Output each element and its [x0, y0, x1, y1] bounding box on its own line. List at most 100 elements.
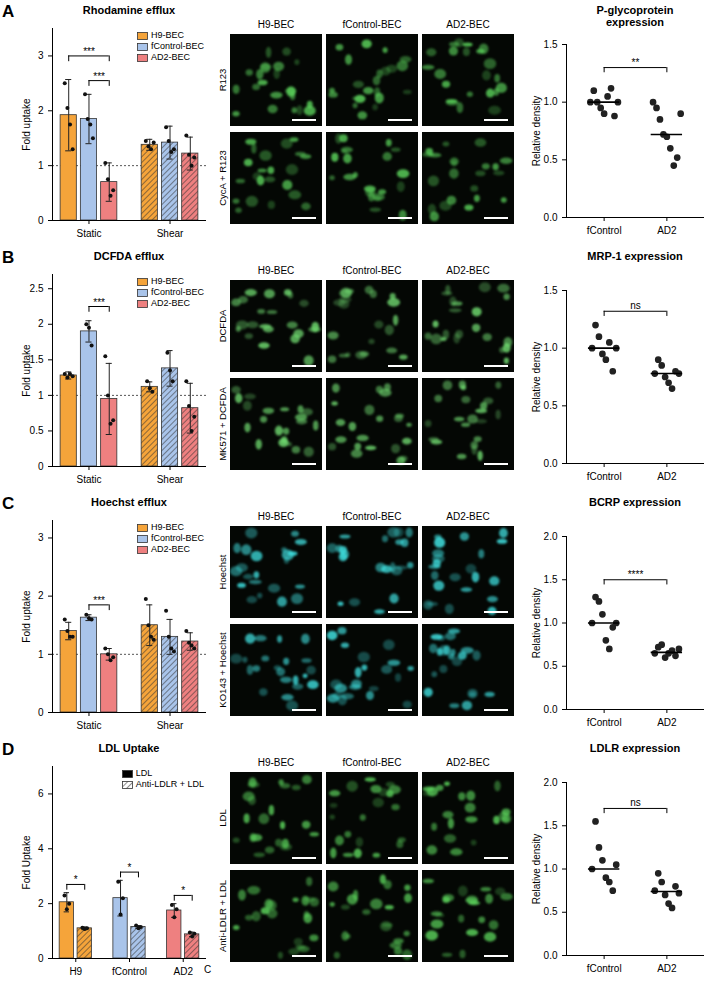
- svg-text:Relative density: Relative density: [531, 96, 542, 167]
- svg-text:Static: Static: [76, 720, 101, 731]
- svg-text:2: 2: [38, 590, 44, 601]
- svg-text:0.0: 0.0: [544, 950, 558, 961]
- svg-text:3: 3: [38, 532, 44, 543]
- svg-text:AD2-BEC: AD2-BEC: [446, 511, 489, 522]
- html-text:C: C: [2, 494, 15, 513]
- svg-text:Static: Static: [76, 228, 101, 239]
- svg-text:R123: R123: [217, 69, 228, 92]
- svg-text:0: 0: [38, 461, 44, 472]
- svg-text:1.5: 1.5: [544, 39, 558, 50]
- svg-text:fControl: fControl: [587, 717, 622, 728]
- svg-text:***: ***: [93, 297, 105, 308]
- svg-text:ns: ns: [630, 300, 641, 311]
- svg-text:0.5: 0.5: [544, 660, 558, 671]
- svg-text:fControl-BEC: fControl-BEC: [343, 265, 402, 276]
- svg-text:1.0: 1.0: [544, 96, 558, 107]
- svg-text:AD2: AD2: [657, 225, 677, 236]
- svg-text:Hoechst: Hoechst: [217, 554, 228, 589]
- svg-text:2.5: 2.5: [30, 283, 44, 294]
- svg-text:AD2: AD2: [657, 471, 677, 482]
- svg-text:1.0: 1.0: [544, 342, 558, 353]
- html-text:B: B: [2, 248, 15, 267]
- svg-text:Relative density: Relative density: [531, 834, 542, 905]
- svg-text:1.5: 1.5: [544, 574, 558, 585]
- svg-text:0: 0: [38, 215, 44, 226]
- svg-text:*: *: [74, 874, 78, 885]
- svg-text:Shear: Shear: [157, 720, 184, 731]
- svg-text:H9-BEC: H9-BEC: [258, 511, 295, 522]
- svg-text:Fold uptake: Fold uptake: [21, 590, 32, 643]
- svg-text:H9-BEC: H9-BEC: [258, 757, 295, 768]
- svg-text:****: ****: [628, 569, 644, 580]
- svg-text:0.0: 0.0: [544, 212, 558, 223]
- svg-text:0.5: 0.5: [544, 400, 558, 411]
- svg-text:***: ***: [83, 46, 95, 57]
- html-text:P-glycoprotein expression: P-glycoprotein expression: [596, 4, 674, 28]
- svg-text:2.0: 2.0: [544, 531, 558, 542]
- html-text:Rhodamine efflux: Rhodamine efflux: [82, 4, 176, 16]
- svg-text:MK571 + DCFDA: MK571 + DCFDA: [217, 387, 228, 461]
- svg-text:**: **: [632, 57, 640, 68]
- svg-text:1.5: 1.5: [544, 285, 558, 296]
- svg-text:3: 3: [38, 50, 44, 61]
- svg-text:***: ***: [93, 595, 105, 606]
- svg-text:KO143 + Hoechst: KO143 + Hoechst: [217, 632, 228, 708]
- svg-text:1.5: 1.5: [544, 820, 558, 831]
- svg-text:Fold uptake: Fold uptake: [21, 98, 32, 151]
- svg-text:4: 4: [38, 843, 44, 854]
- svg-text:Relative density: Relative density: [531, 588, 542, 659]
- svg-text:1: 1: [38, 160, 44, 171]
- svg-text:Static: Static: [76, 474, 101, 485]
- svg-text:1: 1: [38, 649, 44, 660]
- svg-text:LDL: LDL: [217, 809, 228, 826]
- svg-text:Anti-LDLR + LDL: Anti-LDLR + LDL: [217, 880, 228, 952]
- svg-text:fControl: fControl: [112, 966, 147, 977]
- svg-text:fControl: fControl: [587, 471, 622, 482]
- svg-text:1.0: 1.0: [544, 617, 558, 628]
- svg-text:AD2-BEC: AD2-BEC: [446, 19, 489, 30]
- svg-text:***: ***: [93, 71, 105, 82]
- svg-text:fControl: fControl: [587, 963, 622, 974]
- svg-text:1.0: 1.0: [544, 863, 558, 874]
- svg-text:0.0: 0.0: [544, 458, 558, 469]
- svg-text:fControl-BEC: fControl-BEC: [343, 19, 402, 30]
- svg-text:0.5: 0.5: [544, 906, 558, 917]
- html-text:A: A: [2, 2, 15, 21]
- svg-text:Fold uptake: Fold uptake: [21, 344, 32, 397]
- svg-text:*: *: [181, 885, 185, 896]
- svg-text:0: 0: [38, 953, 44, 964]
- svg-text:2: 2: [38, 898, 44, 909]
- svg-text:1.5: 1.5: [30, 354, 44, 365]
- svg-text:ns: ns: [630, 797, 641, 808]
- svg-text:DCFDA: DCFDA: [217, 309, 228, 342]
- html-text:MRP-1 expression: MRP-1 expression: [587, 250, 683, 262]
- svg-text:Fold Uptake: Fold Uptake: [21, 835, 32, 889]
- svg-text:fControl-BEC: fControl-BEC: [343, 757, 402, 768]
- html-text:D: D: [2, 740, 15, 759]
- svg-text:1: 1: [38, 390, 44, 401]
- svg-text:CycA + R123: CycA + R123: [217, 150, 228, 206]
- svg-text:Relative density: Relative density: [531, 342, 542, 413]
- svg-text:AD2-BEC: AD2-BEC: [446, 757, 489, 768]
- svg-text:0.5: 0.5: [544, 154, 558, 165]
- svg-text:Shear: Shear: [157, 474, 184, 485]
- svg-text:Shear: Shear: [157, 228, 184, 239]
- svg-text:AD2-BEC: AD2-BEC: [446, 265, 489, 276]
- svg-text:2: 2: [38, 318, 44, 329]
- svg-text:AD2: AD2: [657, 717, 677, 728]
- svg-text:fControl-BEC: fControl-BEC: [343, 511, 402, 522]
- svg-text:0: 0: [38, 707, 44, 718]
- html-text:DCFDA efflux: DCFDA efflux: [93, 250, 165, 262]
- svg-text:2.0: 2.0: [544, 777, 558, 788]
- svg-text:H9-BEC: H9-BEC: [258, 19, 295, 30]
- svg-text:fControl: fControl: [587, 225, 622, 236]
- svg-text:0.0: 0.0: [544, 704, 558, 715]
- svg-text:AD2: AD2: [657, 963, 677, 974]
- svg-text:H9-BEC: H9-BEC: [258, 265, 295, 276]
- svg-text:0.5: 0.5: [30, 425, 44, 436]
- svg-text:*: *: [128, 862, 132, 873]
- svg-text:6: 6: [38, 788, 44, 799]
- svg-text:H9: H9: [69, 966, 82, 977]
- svg-text:2: 2: [38, 105, 44, 116]
- svg-text:AD2: AD2: [173, 966, 193, 977]
